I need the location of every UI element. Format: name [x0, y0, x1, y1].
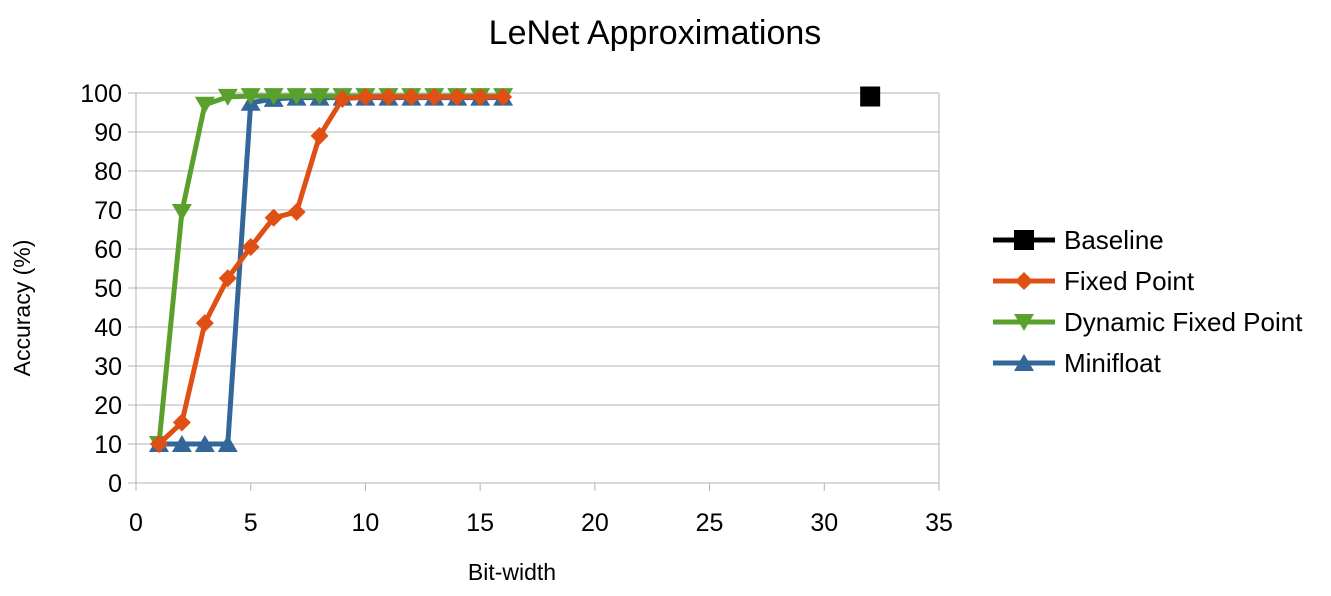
- legend-label: Baseline: [1064, 225, 1164, 255]
- x-tick-label: 5: [244, 509, 258, 537]
- series-line-minifloat: [158, 95, 504, 447]
- series-layer: [148, 86, 881, 453]
- y-tick-label: 20: [94, 392, 122, 420]
- data-point-fixed-point: [241, 238, 260, 257]
- y-tick-label: 30: [94, 353, 122, 381]
- data-point-dynamic-fixed-point: [171, 203, 192, 221]
- x-tick-label: 30: [810, 509, 838, 537]
- data-point-dynamic-fixed-point: [217, 88, 238, 106]
- data-point-fixed-point: [172, 413, 191, 432]
- legend-entry-baseline: Baseline: [993, 225, 1164, 255]
- data-point-fixed-point: [310, 126, 329, 145]
- legend-marker: [1015, 272, 1033, 290]
- legend-marker: [1014, 354, 1034, 371]
- y-tick-label: 90: [94, 119, 122, 147]
- y-tick-label: 40: [94, 314, 122, 342]
- legend-label: Minifloat: [1064, 348, 1162, 378]
- series-dynamic-fixed-point: [148, 88, 514, 453]
- series-line-dynamic-fixed-point: [156, 93, 504, 445]
- legend-marker: [1014, 230, 1034, 250]
- series-line-fixed-point: [157, 94, 504, 446]
- data-point-fixed-point: [494, 87, 513, 106]
- y-axis-label: Accuracy (%): [9, 240, 35, 377]
- legend-label: Fixed Point: [1064, 266, 1195, 296]
- gridlines: [136, 92, 939, 484]
- y-tick-label: 60: [94, 236, 122, 264]
- data-point-fixed-point: [287, 202, 306, 221]
- axes: 0 10 20 30 40 50 60 70 80 90 100 0 5 10 15 20 25 30 35: [80, 80, 953, 537]
- x-tick-label: 35: [925, 509, 953, 537]
- legend-marker: [1014, 314, 1034, 331]
- data-point-minifloat: [171, 435, 192, 452]
- legend: Baseline Fixed Point Dynamic Fixed Point Mi…: [993, 225, 1303, 378]
- chart-title: LeNet Approximations: [489, 14, 822, 52]
- data-point-fixed-point: [425, 87, 444, 106]
- x-axis-label: Bit-width: [468, 559, 556, 585]
- data-point-fixed-point: [448, 87, 467, 106]
- legend-entry-minifloat: Minifloat: [993, 348, 1162, 378]
- data-point-fixed-point: [195, 314, 214, 333]
- data-point-dynamic-fixed-point: [240, 88, 261, 106]
- data-point-minifloat: [194, 435, 215, 452]
- data-point-fixed-point: [471, 87, 490, 106]
- x-tick-label: 0: [129, 509, 143, 537]
- data-point-fixed-point: [356, 87, 375, 106]
- y-tick-label: 50: [94, 275, 122, 303]
- legend-entry-fixed-point: Fixed Point: [993, 266, 1195, 296]
- legend-label: Dynamic Fixed Point: [1064, 307, 1303, 337]
- data-point-dynamic-fixed-point: [286, 88, 307, 106]
- data-point-minifloat: [217, 435, 238, 452]
- data-point-dynamic-fixed-point: [309, 88, 330, 106]
- data-point-dynamic-fixed-point: [263, 88, 284, 106]
- y-tick-label: 10: [94, 431, 122, 459]
- data-point-fixed-point: [149, 435, 168, 453]
- y-tick-label: 0: [108, 470, 122, 498]
- data-point-fixed-point: [333, 89, 352, 108]
- data-point-fixed-point: [402, 87, 421, 106]
- y-tick-label: 70: [94, 197, 122, 225]
- data-point-fixed-point: [218, 269, 237, 288]
- y-tick-label: 100: [80, 80, 122, 108]
- data-point-fixed-point: [264, 208, 283, 227]
- x-tick-label: 15: [466, 509, 494, 537]
- data-point-fixed-point: [379, 87, 398, 106]
- data-point-dynamic-fixed-point: [194, 96, 215, 114]
- series-minifloat: [148, 88, 514, 452]
- legend-entry-dynamic-fixed-point: Dynamic Fixed Point: [993, 307, 1303, 337]
- x-tick-label: 25: [696, 509, 724, 537]
- series-fixed-point: [149, 87, 513, 453]
- series-baseline: [860, 86, 881, 107]
- x-tick-label: 10: [352, 509, 380, 537]
- y-tick-label: 80: [94, 158, 122, 186]
- x-tick-label: 20: [581, 509, 609, 537]
- data-point-baseline: [860, 86, 881, 107]
